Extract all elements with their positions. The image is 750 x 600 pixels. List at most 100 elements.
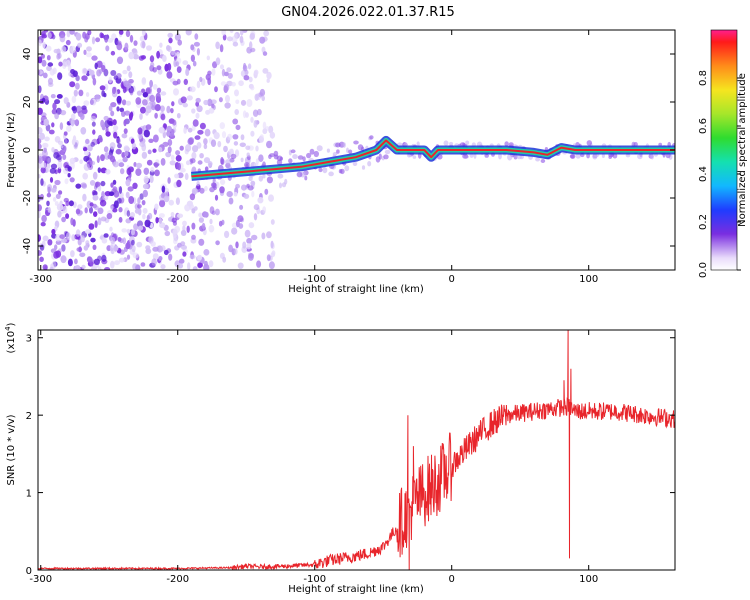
spectrogram-cell bbox=[187, 262, 191, 270]
spectrogram-cell bbox=[208, 107, 215, 114]
spectrogram-y-tick-label: 0 bbox=[22, 147, 33, 153]
spectrogram-cell bbox=[56, 94, 63, 99]
spectrogram-cell bbox=[129, 212, 135, 218]
spectrogram-cell bbox=[118, 186, 123, 194]
spectrogram-cell bbox=[143, 129, 150, 138]
spectrogram-cell bbox=[132, 182, 138, 189]
spectrogram-cell bbox=[122, 237, 127, 245]
spectrogram-cell bbox=[195, 112, 200, 119]
spectrogram-cell bbox=[240, 30, 244, 36]
spectrogram-cell bbox=[110, 182, 114, 188]
spectrogram-cell bbox=[74, 258, 78, 265]
spectrogram-cell bbox=[238, 80, 244, 87]
spectrogram-cell bbox=[75, 82, 80, 90]
spectrogram-cell bbox=[153, 134, 159, 143]
spectrogram-cell bbox=[91, 36, 96, 45]
spectrogram-cell bbox=[62, 61, 67, 69]
spectrogram-cell bbox=[199, 187, 205, 194]
colorbar-label: Normalized spectral amplitude bbox=[737, 73, 748, 227]
spectrogram-cell bbox=[211, 68, 216, 76]
spectrogram-cell bbox=[135, 162, 143, 169]
spectrogram-cell bbox=[218, 97, 223, 103]
spectrogram-cell bbox=[152, 253, 159, 260]
spectrogram-cell bbox=[199, 212, 203, 218]
spectrogram-cell bbox=[65, 59, 71, 67]
spectrogram-cell bbox=[148, 138, 154, 143]
spectrogram-cell bbox=[212, 61, 218, 69]
spectrogram-cell bbox=[143, 175, 149, 184]
spectrogram-cell bbox=[229, 30, 234, 34]
spectrogram-cell bbox=[38, 143, 42, 150]
spectrogram-cell bbox=[82, 172, 88, 180]
spectrogram-cell bbox=[61, 216, 66, 223]
spectrogram-cell bbox=[228, 244, 234, 253]
spectrogram-cell bbox=[97, 167, 102, 173]
spectrogram-cell bbox=[150, 61, 155, 68]
spectrogram-cell bbox=[140, 106, 146, 114]
spectrogram-cell bbox=[62, 205, 68, 214]
spectrogram-cell bbox=[192, 60, 197, 67]
spectrogram-cell bbox=[85, 229, 91, 234]
spectrogram-cell bbox=[85, 138, 90, 145]
spectrogram-cell bbox=[112, 179, 117, 185]
spectrogram-cell bbox=[125, 100, 131, 106]
spectrogram-cell bbox=[64, 178, 69, 185]
spectrogram-cell bbox=[116, 137, 121, 144]
spectrogram-cell bbox=[206, 55, 210, 61]
spectrogram-cell bbox=[75, 183, 82, 189]
spectrogram-cell bbox=[246, 183, 250, 188]
spectrogram-cell bbox=[73, 119, 79, 125]
spectrogram-cell bbox=[149, 175, 154, 184]
spectrogram-cell bbox=[156, 65, 162, 71]
spectrogram-cell bbox=[110, 102, 117, 108]
spectrogram-cell bbox=[87, 30, 92, 36]
spectrogram-cell bbox=[158, 217, 163, 224]
spectrogram-cell bbox=[54, 112, 59, 120]
spectrogram-cell bbox=[135, 97, 142, 105]
spectrogram-x-tick-label: 100 bbox=[579, 274, 598, 285]
spectrogram-cell bbox=[215, 240, 220, 246]
spectrogram-cell bbox=[180, 168, 186, 173]
spectrogram-cell bbox=[253, 120, 258, 128]
spectrogram-cell bbox=[92, 129, 96, 135]
spectrogram-cell bbox=[234, 109, 239, 115]
spectrogram-cell bbox=[100, 33, 105, 39]
spectrogram-cell bbox=[253, 204, 260, 211]
spectrogram-cell bbox=[52, 197, 57, 202]
spectrogram-cell bbox=[235, 183, 241, 189]
spectrogram-cell bbox=[234, 248, 238, 255]
spectrogram-cell bbox=[190, 54, 195, 62]
spectrogram-cell bbox=[121, 228, 127, 233]
spectrogram-cell bbox=[248, 222, 255, 229]
spectrogram-cell bbox=[92, 194, 99, 201]
spectrogram-cell bbox=[575, 153, 581, 159]
spectrogram-cell bbox=[219, 122, 225, 130]
spectrogram-cell bbox=[174, 33, 181, 41]
spectrogram-cell bbox=[192, 145, 199, 153]
spectrogram-cell bbox=[64, 138, 68, 144]
spectrogram-cell bbox=[240, 99, 247, 106]
spectrogram-cell bbox=[244, 229, 251, 238]
spectrogram-cell bbox=[42, 264, 48, 270]
spectrogram-cell bbox=[152, 84, 158, 90]
colorbar-tick-label: 0.8 bbox=[698, 70, 709, 86]
spectrogram-cell bbox=[261, 95, 266, 102]
spectrogram-cell bbox=[250, 116, 254, 123]
spectrogram-cell bbox=[322, 167, 328, 174]
spectrogram-cell bbox=[70, 250, 75, 258]
spectrogram-cell bbox=[43, 118, 49, 127]
spectrogram-cell bbox=[123, 209, 128, 217]
spectrogram-cell bbox=[151, 258, 157, 266]
spectrogram-cell bbox=[249, 41, 253, 50]
spectrogram-cell bbox=[154, 169, 160, 177]
spectrogram-cell bbox=[158, 256, 163, 261]
spectrogram-cell bbox=[191, 222, 196, 230]
spectrogram-cell bbox=[72, 219, 76, 227]
spectrogram-cell bbox=[49, 266, 54, 270]
spectrogram-cell bbox=[68, 200, 74, 207]
spectrogram-cell bbox=[248, 253, 254, 261]
spectrogram-cell bbox=[118, 162, 125, 168]
spectrogram-cell bbox=[270, 240, 274, 249]
spectrogram-cell bbox=[151, 101, 156, 108]
snr-y-axis: 0 1 2 3 bbox=[26, 334, 675, 577]
